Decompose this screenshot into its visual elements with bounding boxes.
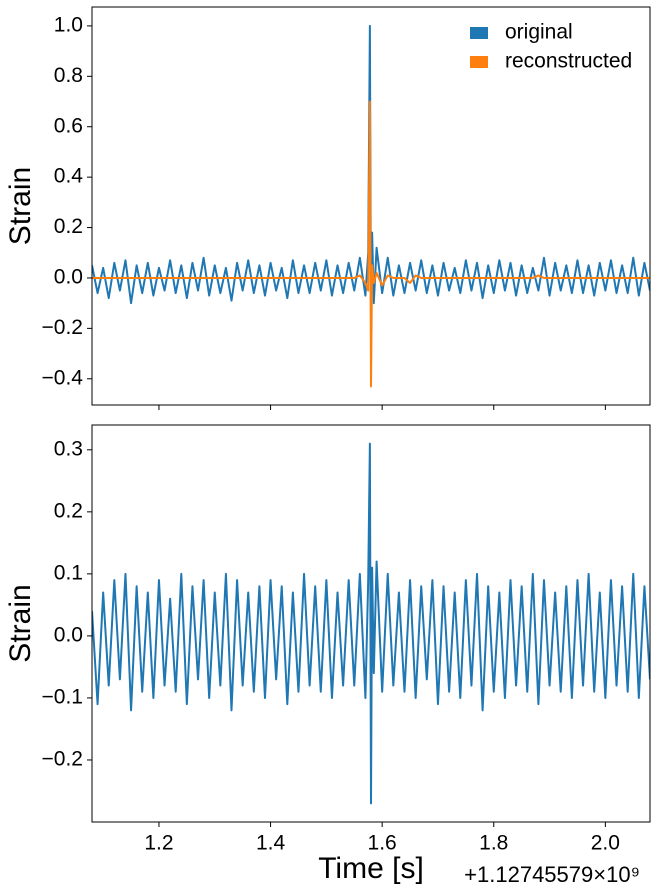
x-tick-label: 1.8 bbox=[479, 832, 508, 855]
y-tick-label: 0.8 bbox=[54, 64, 83, 87]
x-tick-label: 1.6 bbox=[368, 832, 397, 855]
x-tick-label: 2.0 bbox=[591, 832, 620, 855]
y-tick-label: 0.3 bbox=[54, 437, 83, 460]
series-line bbox=[92, 100, 650, 388]
y-tick-label: 1.0 bbox=[54, 13, 83, 36]
x-axis-label: Time [s] bbox=[318, 852, 424, 885]
axes-frame bbox=[91, 6, 651, 406]
y-tick-label: 0.4 bbox=[54, 165, 84, 188]
y-tick-label: −0.2 bbox=[42, 316, 83, 339]
y-tick-label: −0.1 bbox=[42, 685, 83, 708]
y-tick-label: −0.2 bbox=[42, 748, 83, 771]
y-tick-label: 0.1 bbox=[54, 561, 83, 584]
y-tick-label: 0.2 bbox=[54, 215, 83, 238]
plot-area bbox=[92, 442, 650, 805]
legend-swatch bbox=[470, 27, 488, 39]
legend-label: reconstructed bbox=[505, 50, 632, 73]
x-tick-label: 1.4 bbox=[256, 832, 286, 855]
y-tick-label: 0.0 bbox=[54, 623, 83, 646]
y-tick-label: −0.4 bbox=[42, 366, 84, 389]
x-offset-label: +1.12745579×10⁹ bbox=[464, 862, 640, 887]
y-axis-label: Strain bbox=[4, 167, 37, 245]
series-line bbox=[92, 442, 650, 805]
plot-area bbox=[92, 24, 650, 388]
legend-label: original bbox=[505, 21, 573, 44]
y-tick-label: 0.0 bbox=[54, 266, 83, 289]
y-tick-label: 0.2 bbox=[54, 499, 83, 522]
axes-frame bbox=[91, 424, 651, 823]
y-axis-label: Strain bbox=[4, 584, 37, 662]
x-tick-label: 1.2 bbox=[144, 832, 173, 855]
y-tick-label: 0.6 bbox=[54, 114, 83, 137]
legend-swatch bbox=[470, 56, 488, 68]
